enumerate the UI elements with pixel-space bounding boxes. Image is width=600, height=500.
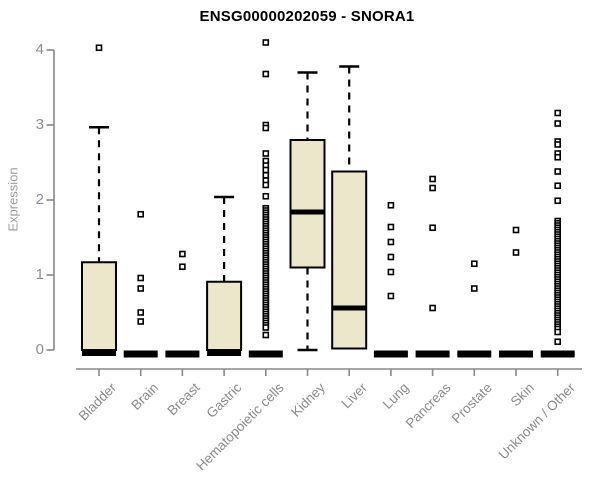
outlier-point-breast bbox=[179, 263, 186, 271]
median-line-liver bbox=[332, 305, 367, 311]
outlier-point-unknown-other bbox=[554, 197, 562, 205]
outlier-point-lung bbox=[387, 292, 395, 300]
outlier-point-brain bbox=[137, 274, 144, 282]
outlier-point-lung bbox=[387, 268, 395, 276]
outlier-point-unknown-other bbox=[554, 182, 562, 190]
flat-box-prostate bbox=[457, 350, 492, 358]
outlier-point-unknown-other bbox=[554, 328, 562, 336]
outlier-point-unknown-other bbox=[554, 338, 562, 346]
flat-box-lung bbox=[373, 350, 408, 358]
outlier-point-pancreas bbox=[429, 184, 436, 192]
outlier-point-hematopoietic-cells bbox=[262, 124, 270, 132]
outlier-point-prostate bbox=[470, 260, 478, 268]
y-tick-label-1: 1 bbox=[35, 266, 44, 283]
median-line-gastric bbox=[207, 349, 242, 356]
flat-box-skin bbox=[499, 350, 533, 358]
outlier-point-pancreas bbox=[429, 304, 436, 312]
flat-box-brain bbox=[123, 350, 158, 358]
outlier-point-brain bbox=[137, 318, 144, 325]
box-liver bbox=[331, 170, 368, 350]
outlier-point-brain bbox=[137, 309, 144, 316]
flat-box-breast bbox=[165, 350, 200, 358]
outlier-point-pancreas bbox=[429, 175, 436, 183]
outlier-point-pancreas bbox=[429, 224, 436, 232]
flat-box-hematopoietic-cells bbox=[248, 350, 283, 358]
outlier-point-lung bbox=[387, 223, 395, 231]
outlier-point-hematopoietic-cells bbox=[262, 331, 270, 339]
outlier-point-hematopoietic-cells bbox=[262, 192, 270, 200]
outlier-point-unknown-other bbox=[554, 109, 562, 117]
outlier-point-unknown-other bbox=[554, 168, 562, 175]
y-tick-label-2: 2 bbox=[35, 191, 44, 208]
outlier-point-brain bbox=[137, 285, 144, 292]
outlier-point-lung bbox=[387, 201, 395, 209]
outlier-point-lung bbox=[387, 238, 395, 246]
outlier-point-lung bbox=[387, 253, 395, 261]
outlier-point-bladder bbox=[95, 44, 103, 52]
outlier-point-hematopoietic-cells bbox=[262, 324, 270, 331]
flat-box-pancreas bbox=[415, 350, 450, 358]
y-tick-label-0: 0 bbox=[35, 341, 44, 358]
outlier-point-skin bbox=[512, 226, 520, 234]
outlier-point-hematopoietic-cells bbox=[262, 171, 270, 179]
outlier-point-prostate bbox=[470, 285, 478, 292]
outlier-point-hematopoietic-cells bbox=[262, 70, 270, 78]
outlier-point-hematopoietic-cells bbox=[262, 39, 270, 46]
outlier-point-hematopoietic-cells bbox=[262, 181, 270, 189]
outlier-point-brain bbox=[137, 210, 144, 218]
y-tick-label-4: 4 bbox=[35, 41, 44, 58]
median-line-kidney bbox=[290, 209, 325, 215]
outlier-point-breast bbox=[179, 250, 186, 258]
outlier-point-hematopoietic-cells bbox=[262, 150, 270, 157]
chart-title: ENSG00000202059 - SNORA1 bbox=[199, 8, 415, 25]
box-kidney bbox=[289, 139, 326, 269]
box-bladder bbox=[81, 261, 117, 351]
outlier-point-skin bbox=[512, 249, 520, 256]
flat-box-unknown-other bbox=[540, 350, 575, 358]
outlier-point-hematopoietic-cells bbox=[262, 166, 270, 174]
median-line-bladder bbox=[82, 349, 116, 356]
y-tick-label-3: 3 bbox=[35, 116, 44, 133]
outlier-point-unknown-other bbox=[554, 141, 562, 148]
box-gastric bbox=[206, 280, 243, 351]
outlier-point-unknown-other bbox=[554, 153, 562, 161]
outlier-point-unknown-other bbox=[554, 120, 562, 127]
